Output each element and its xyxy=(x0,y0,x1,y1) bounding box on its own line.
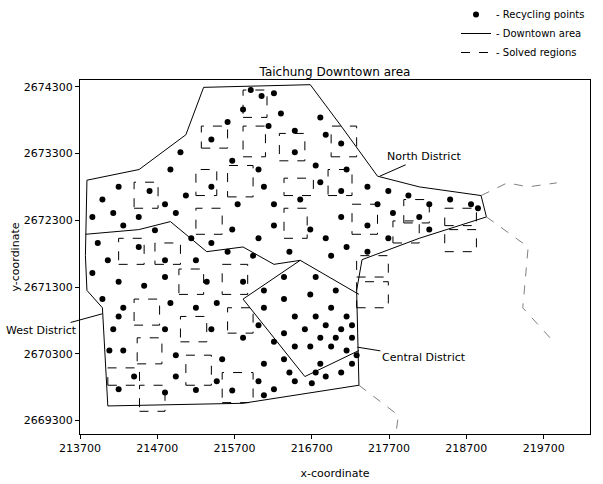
svg-text:214700: 214700 xyxy=(136,442,178,455)
svg-text:2669300: 2669300 xyxy=(24,414,73,427)
svg-text:North District: North District xyxy=(387,150,461,163)
svg-text:Central District: Central District xyxy=(382,351,466,364)
svg-text:213700: 213700 xyxy=(59,442,101,455)
svg-text:219700: 219700 xyxy=(523,442,565,455)
svg-text:2673300: 2673300 xyxy=(24,147,73,160)
svg-text:2671300: 2671300 xyxy=(24,281,73,294)
svg-text:y-coordinate: y-coordinate xyxy=(9,222,22,291)
svg-text:- Recycling points: - Recycling points xyxy=(496,9,585,20)
svg-text:Taichung Downtown area: Taichung Downtown area xyxy=(259,65,411,79)
svg-text:215700: 215700 xyxy=(214,442,256,455)
svg-text:x-coordinate: x-coordinate xyxy=(300,467,369,480)
svg-text:218700: 218700 xyxy=(445,442,487,455)
svg-text:2672300: 2672300 xyxy=(24,214,73,227)
svg-text:- Solved regions: - Solved regions xyxy=(496,47,576,58)
svg-text:West District: West District xyxy=(6,324,77,337)
svg-text:2674300: 2674300 xyxy=(24,81,73,94)
svg-text:217700: 217700 xyxy=(368,442,410,455)
svg-text:216700: 216700 xyxy=(291,442,333,455)
svg-text:- Downtown area: - Downtown area xyxy=(496,28,581,39)
svg-text:2670300: 2670300 xyxy=(24,348,73,361)
